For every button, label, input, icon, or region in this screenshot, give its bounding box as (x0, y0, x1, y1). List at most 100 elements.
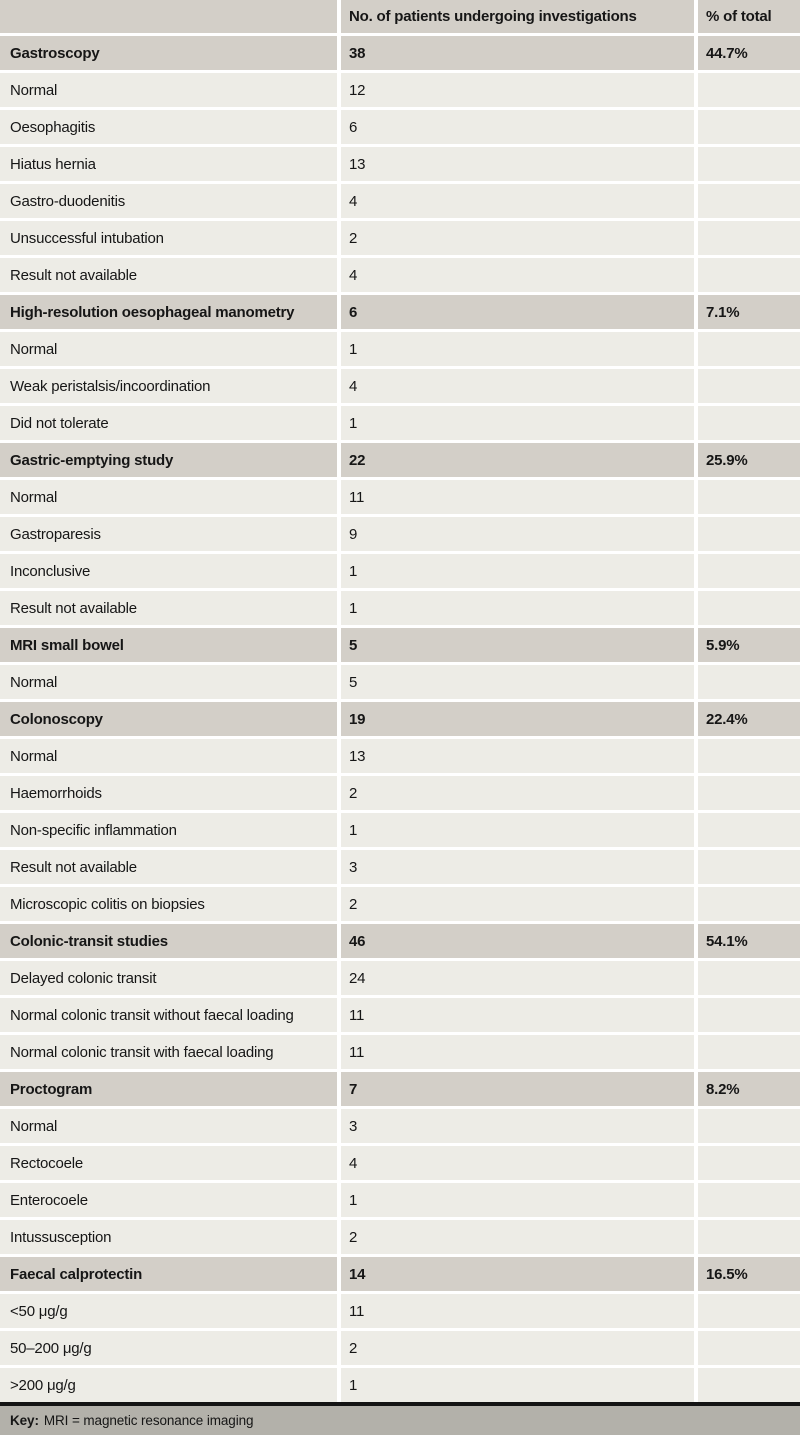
table-row: Unsuccessful intubation 2 (0, 221, 800, 255)
finding-label: Rectocoele (0, 1146, 337, 1180)
patient-count: 38 (341, 36, 694, 70)
patient-count: 1 (341, 332, 694, 366)
investigation-label: Gastric-emptying study (0, 443, 337, 477)
patient-count: 13 (341, 739, 694, 773)
percent-cell (698, 221, 800, 255)
percent-cell (698, 998, 800, 1032)
percent-of-total: 44.7% (698, 36, 800, 70)
patient-count: 2 (341, 1220, 694, 1254)
percent-cell (698, 1109, 800, 1143)
patient-count: 6 (341, 110, 694, 144)
finding-label: Normal (0, 739, 337, 773)
percent-cell (698, 258, 800, 292)
table-section-row: Faecal calprotectin 14 16.5% (0, 1257, 800, 1291)
table-row: Inconclusive 1 (0, 554, 800, 588)
table-row: Result not available 4 (0, 258, 800, 292)
table-row: Oesophagitis 6 (0, 110, 800, 144)
table-row: <50 μg/g 11 (0, 1294, 800, 1328)
investigation-label: High-resolution oesophageal manometry (0, 295, 337, 329)
table-row: Normal 12 (0, 73, 800, 107)
table-row: Rectocoele 4 (0, 1146, 800, 1180)
finding-label: Microscopic colitis on biopsies (0, 887, 337, 921)
finding-label: Normal colonic transit without faecal lo… (0, 998, 337, 1032)
finding-label: >200 μg/g (0, 1368, 337, 1402)
finding-label: Did not tolerate (0, 406, 337, 440)
table-body: Gastroscopy 38 44.7% Normal 12 Oesophagitis 6 H… (0, 36, 800, 1402)
patient-count: 7 (341, 1072, 694, 1106)
patient-count: 14 (341, 1257, 694, 1291)
table-section-row: Gastroscopy 38 44.7% (0, 36, 800, 70)
patient-count: 3 (341, 1109, 694, 1143)
header-cell-patients: No. of patients undergoing investigation… (341, 0, 694, 33)
percent-cell (698, 110, 800, 144)
finding-label: Result not available (0, 591, 337, 625)
patient-count: 4 (341, 184, 694, 218)
patient-count: 3 (341, 850, 694, 884)
table-row: Normal colonic transit without faecal lo… (0, 998, 800, 1032)
patient-count: 2 (341, 887, 694, 921)
finding-label: Normal (0, 480, 337, 514)
percent-cell (698, 591, 800, 625)
investigation-label: Gastroscopy (0, 36, 337, 70)
investigation-label: Colonic-transit studies (0, 924, 337, 958)
patient-count: 2 (341, 776, 694, 810)
table-row: Non-specific inflammation 1 (0, 813, 800, 847)
percent-cell (698, 554, 800, 588)
table-section-row: Proctogram 7 8.2% (0, 1072, 800, 1106)
table-section-row: MRI small bowel 5 5.9% (0, 628, 800, 662)
investigation-label: Colonoscopy (0, 702, 337, 736)
patient-count: 1 (341, 406, 694, 440)
table-row: Normal 11 (0, 480, 800, 514)
patient-count: 2 (341, 221, 694, 255)
table-row: Intussusception 2 (0, 1220, 800, 1254)
patient-count: 11 (341, 480, 694, 514)
percent-cell (698, 1035, 800, 1069)
table-header-row: No. of patients undergoing investigation… (0, 0, 800, 33)
finding-label: Inconclusive (0, 554, 337, 588)
finding-label: Result not available (0, 850, 337, 884)
table-section-row: Colonic-transit studies 46 54.1% (0, 924, 800, 958)
header-cell-empty (0, 0, 337, 33)
percent-of-total: 5.9% (698, 628, 800, 662)
percent-cell (698, 517, 800, 551)
table-row: Did not tolerate 1 (0, 406, 800, 440)
table-row: Gastro-duodenitis 4 (0, 184, 800, 218)
percent-cell (698, 73, 800, 107)
finding-label: Gastroparesis (0, 517, 337, 551)
table-section-row: High-resolution oesophageal manometry 6 7.… (0, 295, 800, 329)
table-row: Microscopic colitis on biopsies 2 (0, 887, 800, 921)
percent-of-total: 8.2% (698, 1072, 800, 1106)
finding-label: <50 μg/g (0, 1294, 337, 1328)
finding-label: Normal (0, 1109, 337, 1143)
patient-count: 1 (341, 813, 694, 847)
patient-count: 9 (341, 517, 694, 551)
patient-count: 1 (341, 1183, 694, 1217)
percent-of-total: 25.9% (698, 443, 800, 477)
patient-count: 22 (341, 443, 694, 477)
patient-count: 5 (341, 628, 694, 662)
finding-label: Normal (0, 665, 337, 699)
finding-label: Normal colonic transit with faecal loadi… (0, 1035, 337, 1069)
finding-label: Non-specific inflammation (0, 813, 337, 847)
percent-cell (698, 665, 800, 699)
percent-of-total: 54.1% (698, 924, 800, 958)
finding-label: Oesophagitis (0, 110, 337, 144)
patient-count: 11 (341, 1035, 694, 1069)
percent-cell (698, 739, 800, 773)
patient-count: 2 (341, 1331, 694, 1365)
percent-cell (698, 406, 800, 440)
percent-cell (698, 147, 800, 181)
percent-cell (698, 961, 800, 995)
finding-label: Normal (0, 332, 337, 366)
percent-cell (698, 480, 800, 514)
finding-label: 50–200 μg/g (0, 1331, 337, 1365)
table-row: Gastroparesis 9 (0, 517, 800, 551)
table-row: Normal 5 (0, 665, 800, 699)
percent-cell (698, 369, 800, 403)
percent-of-total: 22.4% (698, 702, 800, 736)
table-row: Normal 3 (0, 1109, 800, 1143)
finding-label: Intussusception (0, 1220, 337, 1254)
key-text: MRI = magnetic resonance imaging (43, 1413, 254, 1428)
table-row: Normal 13 (0, 739, 800, 773)
investigation-label: Proctogram (0, 1072, 337, 1106)
